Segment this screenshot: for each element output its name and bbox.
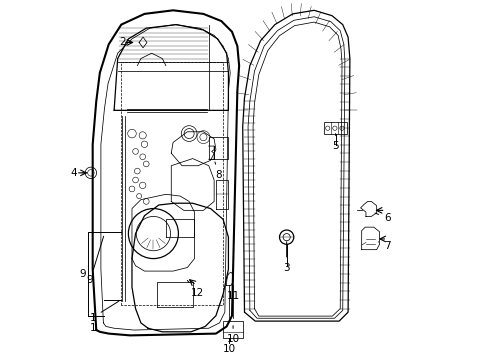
Text: 10: 10 bbox=[223, 343, 236, 354]
Text: 1: 1 bbox=[89, 323, 96, 333]
Text: 11: 11 bbox=[226, 285, 239, 301]
Text: 9: 9 bbox=[80, 269, 86, 279]
Bar bbox=[323, 122, 346, 134]
Text: 7: 7 bbox=[378, 241, 390, 251]
Text: 8: 8 bbox=[215, 162, 222, 180]
Text: 1: 1 bbox=[89, 301, 119, 323]
Text: 3: 3 bbox=[283, 242, 289, 273]
Text: 9: 9 bbox=[87, 236, 103, 285]
Text: 6: 6 bbox=[374, 212, 390, 222]
Text: 4: 4 bbox=[70, 168, 87, 178]
Bar bbox=[223, 321, 242, 338]
Text: 5: 5 bbox=[332, 134, 338, 151]
Text: 2: 2 bbox=[119, 37, 133, 48]
Text: 10: 10 bbox=[226, 326, 239, 344]
Text: 12: 12 bbox=[187, 280, 203, 297]
